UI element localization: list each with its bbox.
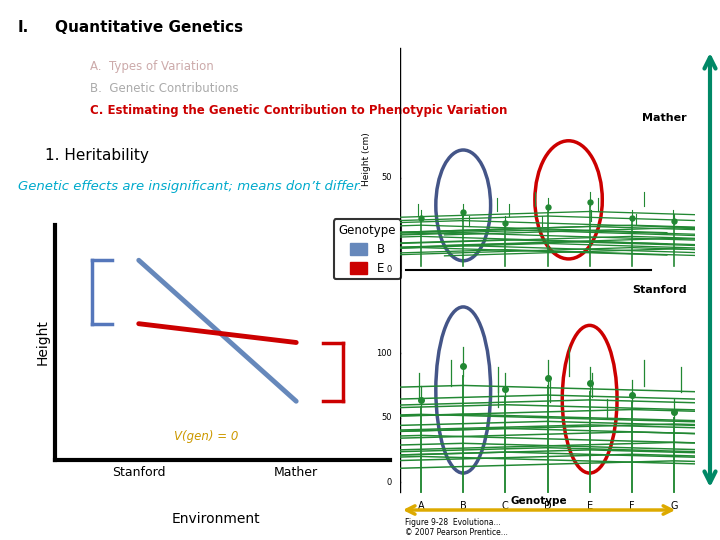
Text: D: D [544, 501, 552, 511]
Point [668, 217, 680, 225]
Point [626, 213, 637, 222]
Text: I.: I. [18, 20, 30, 35]
Point [500, 384, 511, 393]
Point [500, 219, 511, 227]
Text: C. Estimating the Genetic Contribution to Phenotypic Variation: C. Estimating the Genetic Contribution t… [90, 104, 508, 117]
Point [541, 202, 553, 211]
Point [541, 373, 553, 382]
Legend: B, E: B, E [334, 219, 401, 280]
Text: E: E [364, 307, 369, 316]
Text: A: A [418, 501, 424, 511]
Text: C: C [502, 501, 509, 511]
Text: 50: 50 [381, 413, 392, 422]
Text: Environment: Environment [171, 512, 260, 526]
Point [457, 362, 469, 370]
Text: G: G [670, 501, 678, 511]
Point [584, 379, 595, 388]
Text: $\overline{X}$: $\overline{X}$ [357, 300, 367, 315]
Point [415, 213, 427, 222]
Text: F: F [629, 501, 634, 511]
Text: 50: 50 [381, 173, 392, 182]
Text: 0: 0 [387, 266, 392, 274]
Point [626, 390, 637, 399]
Text: B: B [460, 501, 467, 511]
Point [668, 407, 680, 416]
Text: B.  Genetic Contributions: B. Genetic Contributions [90, 82, 238, 95]
Text: Genetic effects are insignificant; means don’t differ.: Genetic effects are insignificant; means… [18, 180, 362, 193]
Text: A.  Types of Variation: A. Types of Variation [90, 60, 214, 73]
Text: V(gen) = 0: V(gen) = 0 [174, 430, 238, 443]
Text: 1. Heritability: 1. Heritability [45, 148, 149, 163]
Text: Stanford: Stanford [632, 285, 687, 295]
Y-axis label: Height: Height [35, 320, 50, 366]
Text: Genotype: Genotype [510, 496, 567, 507]
Text: 100: 100 [376, 349, 392, 357]
Text: Height (cm): Height (cm) [361, 132, 371, 186]
Text: Quantitative Genetics: Quantitative Genetics [55, 20, 243, 35]
Point [415, 396, 427, 404]
Text: Figure 9-28  Evolutiona...
© 2007 Pearson Prentice...: Figure 9-28 Evolutiona... © 2007 Pearson… [405, 518, 508, 537]
Text: 0: 0 [387, 478, 392, 487]
Text: E: E [587, 501, 593, 511]
Text: C: C [79, 307, 85, 316]
Text: Mather: Mather [642, 113, 687, 123]
Text: $\overline{X}$: $\overline{X}$ [72, 300, 82, 315]
Point [584, 197, 595, 206]
Point [457, 208, 469, 217]
